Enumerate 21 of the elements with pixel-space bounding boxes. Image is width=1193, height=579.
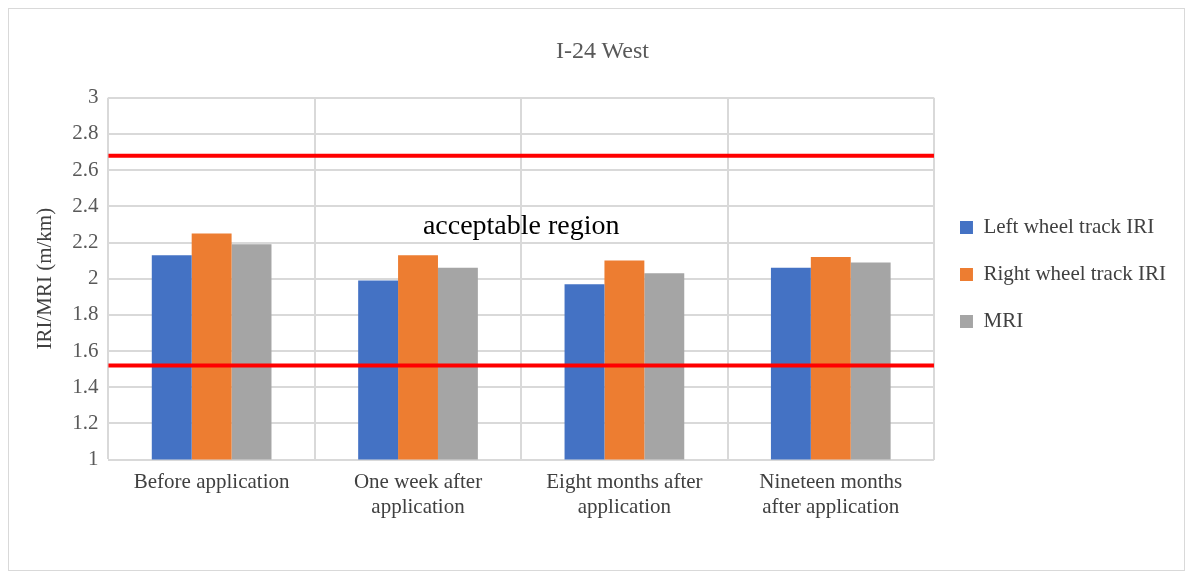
y-tick-label: 2.4 (72, 192, 99, 217)
y-tick-label: 1.4 (72, 373, 99, 398)
legend-label: MRI (983, 308, 1024, 333)
annotation: acceptable region (422, 208, 620, 240)
y-axis-title: IRI/MRI (m/km) (32, 207, 57, 350)
y-tick-label: 1.2 (72, 409, 99, 434)
chart-title: I-24 West (556, 36, 650, 63)
y-tick-label: 1.8 (72, 301, 99, 326)
y-tick-label: 2.6 (72, 156, 99, 181)
legend-label: Left wheel track IRI (983, 214, 1155, 239)
x-tick-label: One week after application (353, 468, 483, 518)
y-tick-label: 1 (87, 446, 99, 471)
y-tick-label: 2 (87, 265, 99, 290)
x-tick-label: Eight months after application (546, 468, 703, 518)
legend-label: Right wheel track IRI (983, 261, 1167, 286)
y-tick-label: 3 (87, 84, 99, 109)
y-tick-label: 2.2 (72, 229, 99, 254)
x-tick-label: Nineteen months after application (759, 468, 903, 518)
x-tick-label: Before application (133, 468, 290, 493)
y-tick-label: 1.6 (72, 337, 99, 362)
y-tick-label: 2.8 (72, 120, 99, 145)
